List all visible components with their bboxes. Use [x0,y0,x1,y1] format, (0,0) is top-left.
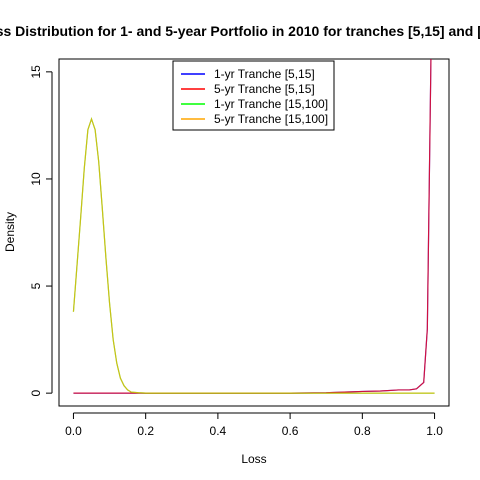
x-axis: 0.0 0.2 0.4 0.6 0.8 1.0 [65,412,443,438]
series-line-3 [72,117,435,394]
x-tick-label: 0.4 [210,424,227,438]
legend-entry-label: 5-yr Tranche [5,15] [214,82,315,96]
y-axis-label: Density [3,212,17,252]
x-tick-label: 1.0 [426,424,443,438]
plot-frame [58,58,450,407]
y-axis: 0 5 10 15 [29,65,53,396]
x-tick-label: 0.2 [137,424,154,438]
legend-entry-label: 1-yr Tranche [15,100] [214,97,328,111]
y-tick-label: 15 [29,65,43,79]
series-line-4 [72,117,435,394]
legend: 1-yr Tranche [5,15]5-yr Tranche [5,15]1-… [172,60,335,131]
legend-entry-label: 1-yr Tranche [5,15] [214,67,315,81]
chart-title: Loss Distribution for 1- and 5-year Port… [0,23,480,39]
y-tick-label: 5 [29,282,43,289]
legend-entry-label: 5-yr Tranche [15,100] [214,112,328,126]
series-lines [72,59,435,394]
x-tick-label: 0.0 [65,424,82,438]
x-axis-label: Loss [241,452,266,466]
y-tick-label: 0 [29,389,43,396]
x-tick-label: 0.6 [282,424,299,438]
y-tick-label: 10 [29,172,43,186]
x-tick-label: 0.8 [354,424,371,438]
